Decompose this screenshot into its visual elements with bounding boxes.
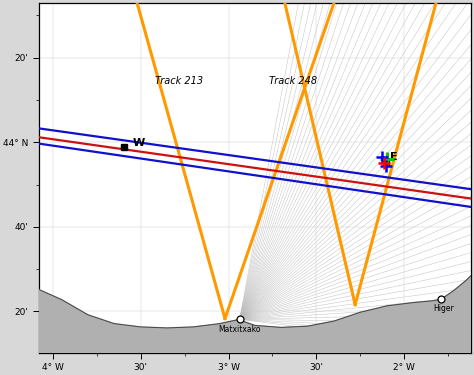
Text: Track 248: Track 248 (269, 76, 317, 86)
Text: Higer: Higer (433, 304, 454, 313)
Polygon shape (38, 276, 471, 353)
Text: E: E (391, 152, 398, 162)
Text: Track 213: Track 213 (155, 76, 203, 86)
Text: Matxitxako: Matxitxako (219, 325, 261, 334)
Text: W: W (133, 138, 145, 148)
